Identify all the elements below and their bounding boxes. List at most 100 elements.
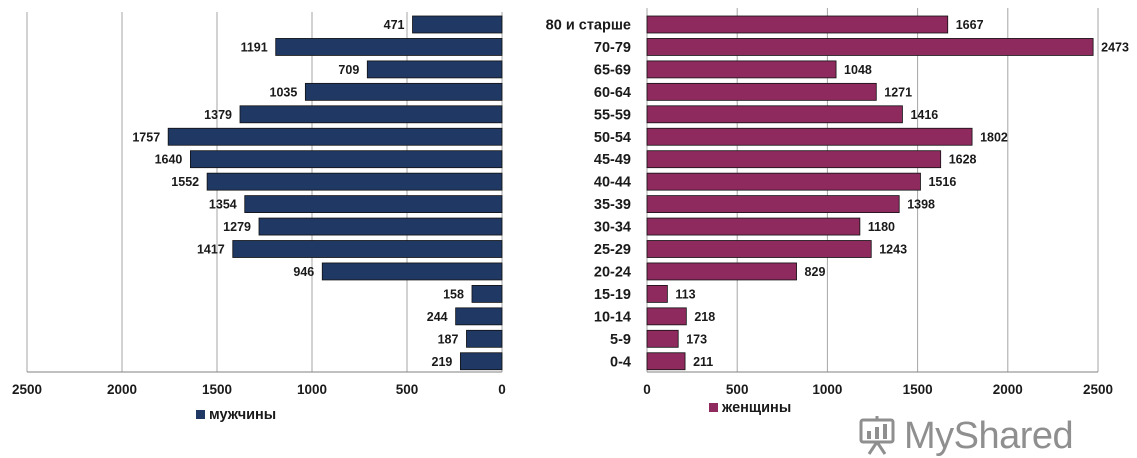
women-data-label: 1398 bbox=[907, 198, 935, 212]
x-tick-label: 2500 bbox=[12, 382, 42, 397]
category-label: 50-54 bbox=[594, 130, 631, 146]
women-data-label: 1416 bbox=[910, 108, 938, 122]
legend-label-men: мужчины bbox=[209, 407, 276, 423]
women-bar bbox=[646, 307, 687, 326]
women-bar bbox=[646, 82, 877, 101]
women-bar bbox=[646, 105, 903, 124]
legend-swatch-men bbox=[196, 410, 205, 419]
men-bar bbox=[304, 82, 503, 101]
women-bar bbox=[646, 352, 686, 371]
men-bar bbox=[412, 15, 503, 34]
category-label: 0-4 bbox=[610, 354, 631, 370]
women-data-label: 1048 bbox=[844, 63, 872, 77]
x-tick-label: 1500 bbox=[903, 382, 933, 397]
men-data-label: 187 bbox=[438, 332, 459, 346]
men-bar bbox=[258, 217, 503, 236]
men-data-label: 946 bbox=[293, 265, 314, 279]
category-label: 65-69 bbox=[594, 62, 631, 78]
legend-swatch-women bbox=[709, 403, 718, 412]
men-bar bbox=[275, 38, 503, 56]
category-label: 70-79 bbox=[594, 40, 631, 56]
women-bar bbox=[646, 172, 921, 191]
men-data-label: 1191 bbox=[241, 40, 268, 54]
women-bar bbox=[646, 150, 942, 169]
men-data-label: 1552 bbox=[171, 175, 199, 189]
category-label: 60-64 bbox=[594, 85, 631, 101]
women-data-label: 1667 bbox=[956, 18, 984, 32]
women-bar bbox=[646, 240, 872, 258]
men-data-label: 1279 bbox=[223, 220, 251, 234]
women-data-label: 1802 bbox=[980, 130, 1008, 144]
women-data-label: 1628 bbox=[949, 153, 977, 167]
women-data-label: 211 bbox=[693, 355, 713, 369]
watermark-text: MyShared bbox=[904, 414, 1074, 457]
men-bar bbox=[232, 240, 503, 258]
x-tick-label: 500 bbox=[396, 382, 419, 397]
category-label: 20-24 bbox=[594, 264, 631, 280]
category-label: 45-49 bbox=[594, 152, 631, 168]
category-label: 80 и старше bbox=[546, 18, 631, 34]
category-label: 5-9 bbox=[610, 332, 631, 348]
women-bar bbox=[646, 284, 668, 303]
men-data-label: 1035 bbox=[270, 85, 298, 99]
men-data-label: 1354 bbox=[209, 198, 237, 212]
x-tick-label: 0 bbox=[643, 382, 651, 397]
men-bar bbox=[366, 60, 503, 79]
x-tick-label: 1500 bbox=[202, 382, 232, 397]
women-bar bbox=[646, 127, 973, 146]
women-bar bbox=[646, 262, 797, 281]
men-bar bbox=[189, 150, 503, 169]
men-data-label: 1379 bbox=[204, 108, 232, 122]
men-data-label: 1757 bbox=[132, 130, 160, 144]
legend-label-women: женщины bbox=[721, 400, 791, 416]
men-bar bbox=[321, 262, 503, 281]
women-data-label: 218 bbox=[694, 310, 715, 324]
women-data-label: 829 bbox=[805, 265, 826, 279]
category-label: 25-29 bbox=[594, 242, 631, 258]
men-bar bbox=[167, 127, 503, 146]
men-bar bbox=[244, 195, 503, 214]
category-label: 35-39 bbox=[594, 197, 631, 213]
presentation-board-icon bbox=[859, 416, 895, 455]
men-bar bbox=[466, 329, 503, 348]
x-tick-label: 1000 bbox=[812, 382, 842, 397]
women-bar bbox=[646, 217, 861, 236]
women-bar bbox=[646, 15, 949, 34]
x-tick-label: 2000 bbox=[993, 382, 1023, 397]
women-bar bbox=[646, 195, 900, 214]
women-data-label: 1516 bbox=[928, 175, 956, 189]
men-bar bbox=[206, 172, 503, 191]
men-data-label: 1640 bbox=[155, 153, 183, 167]
women-data-label: 2473 bbox=[1101, 40, 1129, 54]
women-data-label: 1180 bbox=[868, 220, 895, 234]
men-data-label: 471 bbox=[384, 18, 405, 32]
men-bar bbox=[471, 284, 503, 303]
men-bar bbox=[239, 105, 503, 124]
women-data-label: 1243 bbox=[879, 243, 907, 257]
women-data-label: 113 bbox=[675, 287, 695, 301]
category-label: 15-19 bbox=[594, 287, 631, 303]
category-label: 40-44 bbox=[594, 175, 631, 191]
women-data-label: 1271 bbox=[884, 85, 912, 99]
men-bar bbox=[459, 352, 503, 371]
watermark: MyShared bbox=[858, 414, 1074, 458]
category-label: 55-59 bbox=[594, 107, 631, 123]
category-label: 10-14 bbox=[594, 309, 631, 325]
women-bar bbox=[646, 38, 1094, 56]
men-data-label: 244 bbox=[427, 310, 448, 324]
men-bar bbox=[455, 307, 503, 326]
women-data-label: 173 bbox=[686, 332, 707, 346]
x-tick-label: 2500 bbox=[1083, 382, 1113, 397]
women-bar bbox=[646, 60, 837, 79]
women-bar bbox=[646, 329, 679, 348]
x-tick-label: 2000 bbox=[107, 382, 137, 397]
x-tick-label: 500 bbox=[726, 382, 749, 397]
x-tick-label: 1000 bbox=[297, 382, 327, 397]
men-data-label: 1417 bbox=[197, 243, 225, 257]
x-tick-label: 0 bbox=[498, 382, 506, 397]
men-data-label: 219 bbox=[432, 355, 453, 369]
category-label: 30-34 bbox=[594, 220, 631, 236]
men-data-label: 158 bbox=[443, 287, 464, 301]
men-data-label: 709 bbox=[338, 63, 359, 77]
